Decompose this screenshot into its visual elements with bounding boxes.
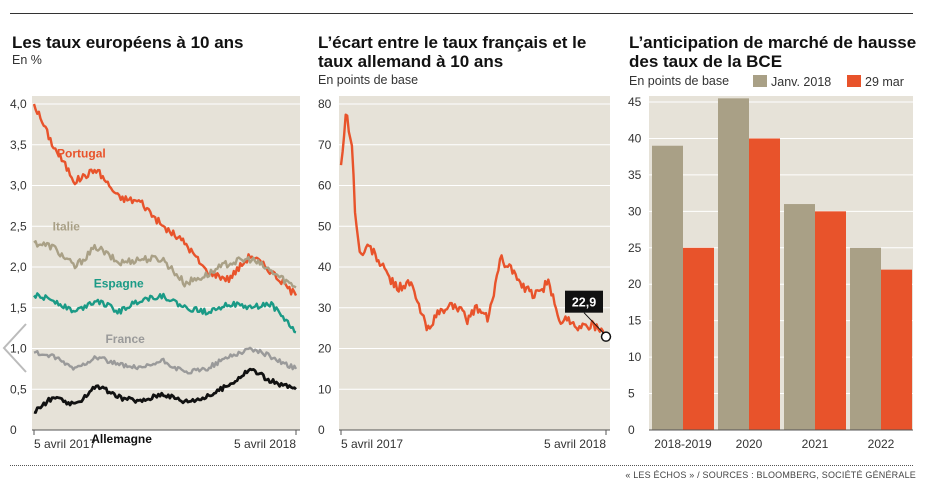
chart3-bar bbox=[784, 204, 815, 430]
bottom-rule bbox=[10, 465, 913, 466]
chart2-x-tick-label: 5 avril 2017 bbox=[341, 437, 403, 451]
chart1-series-label: Allemagne bbox=[91, 432, 152, 446]
chart1-series-label: Espagne bbox=[94, 276, 144, 290]
chart3-title: L’anticipation de marché de hausse des t… bbox=[629, 33, 917, 71]
chart3-legend-swatch bbox=[847, 75, 861, 87]
chart2-y-tick-label: 60 bbox=[318, 179, 332, 193]
chart2-end-marker bbox=[600, 331, 612, 342]
chart2-annotation-box bbox=[565, 290, 603, 313]
chart3-y-tick-label: 5 bbox=[628, 387, 635, 401]
chevron-left-icon[interactable] bbox=[0, 318, 30, 378]
chart1-series-label: Italie bbox=[53, 220, 81, 234]
chart2-y-tick-label: 20 bbox=[318, 342, 332, 356]
chart1-y-tick-label: 0,5 bbox=[10, 382, 27, 396]
chart3-bar bbox=[881, 269, 912, 430]
chart3-legend-swatch bbox=[753, 75, 767, 87]
chart1-y-tick-label: 1,5 bbox=[10, 301, 27, 315]
chart2-x-tick-label: 5 avril 2018 bbox=[544, 437, 606, 451]
chart1-y-tick-label: 1,0 bbox=[10, 342, 27, 356]
chart3-y-tick-label: 0 bbox=[628, 423, 635, 437]
chart2-y-tick-label: 80 bbox=[318, 97, 332, 111]
chart2-subtitle: En points de base bbox=[318, 73, 419, 87]
chart3-x-tick-label: 2020 bbox=[736, 437, 763, 451]
chart2-y-tick-label: 50 bbox=[318, 219, 332, 233]
chart2-y-tick-label: 0 bbox=[318, 423, 325, 437]
chart3-y-tick-label: 20 bbox=[628, 277, 642, 291]
chart1-series-espagne bbox=[33, 292, 297, 334]
chart1-series-france bbox=[33, 346, 298, 375]
chart2-annotation-label: 22,9 bbox=[572, 296, 596, 310]
chart2-y-tick-label: 70 bbox=[318, 138, 332, 152]
chart1-series-italie bbox=[33, 240, 297, 289]
top-rule bbox=[10, 13, 913, 14]
chart1-subtitle: En % bbox=[12, 53, 42, 67]
chart1-y-tick-label: 0 bbox=[10, 423, 17, 437]
chart3-bar bbox=[749, 138, 780, 430]
chart3-y-tick-label: 40 bbox=[628, 131, 642, 145]
chart3-bar bbox=[850, 247, 881, 430]
chart3-subtitle: En points de base bbox=[629, 74, 730, 88]
chart2-plot-area bbox=[339, 96, 610, 430]
chart3-y-tick-label: 15 bbox=[628, 314, 642, 328]
chart3-y-tick-label: 10 bbox=[628, 350, 642, 364]
chart3-legend-label: 29 mar bbox=[865, 75, 904, 89]
chart3-bar bbox=[815, 211, 846, 430]
chart3-x-tick-label: 2021 bbox=[802, 437, 829, 451]
chart1-title: Les taux européens à 10 ans bbox=[12, 33, 244, 52]
chart3-y-tick-label: 45 bbox=[628, 95, 642, 109]
chart1-series-label: Portugal bbox=[57, 146, 106, 160]
chart1-y-tick-label: 3,5 bbox=[10, 138, 27, 152]
chart1-y-tick-label: 4,0 bbox=[10, 97, 27, 111]
chart2-y-tick-label: 30 bbox=[318, 301, 332, 315]
chart2-series-spread bbox=[339, 113, 607, 339]
chart3-x-tick-label: 2018-2019 bbox=[654, 437, 712, 451]
chart1-x-tick-label: 5 avril 2017 bbox=[34, 437, 96, 451]
chart3-bar bbox=[683, 247, 714, 430]
chart1-x-tick-label: 5 avril 2018 bbox=[234, 437, 296, 451]
chart3-x-tick-label: 2022 bbox=[868, 437, 895, 451]
chart3-y-tick-label: 25 bbox=[628, 241, 642, 255]
chart2-y-tick-label: 10 bbox=[318, 382, 332, 396]
chart3-bar bbox=[718, 98, 749, 430]
chart1-y-tick-label: 2,5 bbox=[10, 219, 27, 233]
chart2-annotation-leader bbox=[583, 312, 605, 335]
chart1-y-tick-label: 2,0 bbox=[10, 260, 27, 274]
chart1-series-label: France bbox=[105, 332, 145, 346]
chart3-legend-label: Janv. 2018 bbox=[771, 75, 831, 89]
chart3-y-tick-label: 30 bbox=[628, 204, 642, 218]
chart2-title: L’écart entre le taux français et le tau… bbox=[318, 33, 587, 71]
chart2-y-tick-label: 40 bbox=[318, 260, 332, 274]
chart1-y-tick-label: 3,0 bbox=[10, 179, 27, 193]
chart1-series-allemagne bbox=[33, 367, 297, 414]
chart3-bar bbox=[652, 145, 683, 430]
chart3-y-tick-label: 35 bbox=[628, 168, 642, 182]
source-note: « LES ÉCHOS » / SOURCES : BLOOMBERG, SOC… bbox=[625, 470, 916, 480]
